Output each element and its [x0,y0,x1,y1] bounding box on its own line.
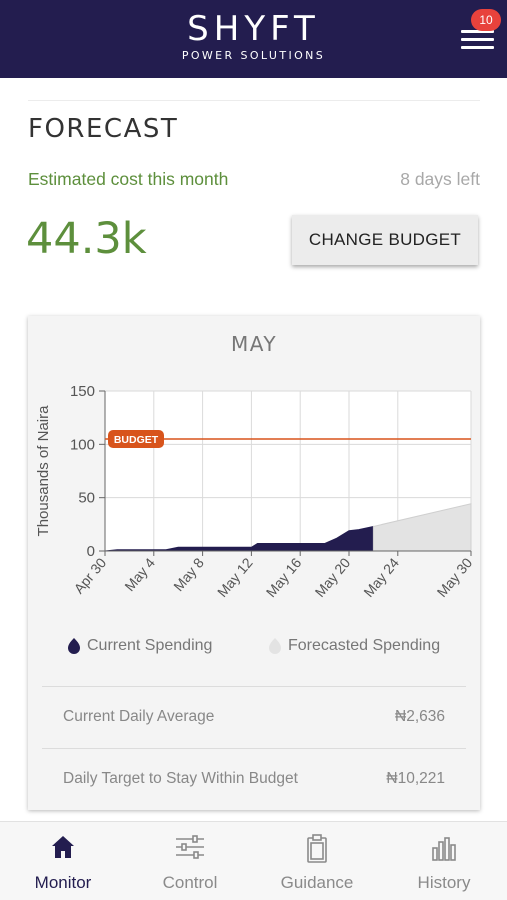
chart-title: MAY [230,332,278,356]
x-tick-label: Apr 30 [71,554,110,596]
logo: SHYFT POWER SOLUTIONS [0,12,507,62]
budget-label-bg [108,430,164,448]
x-tick-label: May 30 [434,554,476,600]
nav-label: Guidance [280,873,354,892]
legend-current: Current Spending [68,637,212,655]
app-header: SHYFT POWER SOLUTIONS 10 [0,0,507,78]
change-budget-button[interactable]: CHANGE BUDGET [292,215,478,265]
estimated-cost-value: 44.3k [26,214,147,264]
y-axis-label: Thousands of Naira [35,405,52,537]
nav-item-monitor[interactable]: Monitor [0,822,126,900]
legend-forecast: Forecasted Spending [269,637,440,655]
divider [28,100,480,101]
menu-button[interactable] [461,22,495,52]
x-tick-label: May 8 [170,554,207,594]
legend-forecast-label: Forecasted Spending [288,637,441,654]
x-tick-label: May 4 [121,554,158,594]
stat-row-daily-target: Daily Target to Stay Within Budget ₦10,2… [42,748,466,810]
stat-value: ₦10,221 [386,770,445,787]
nav-label: Control [162,873,218,892]
notification-badge[interactable]: 10 [471,9,501,31]
nav-item-history[interactable]: History [381,822,507,900]
hamburger-menu-icon-bar [461,38,494,41]
stat-label: Current Daily Average [63,708,215,725]
nav-label: History [417,873,471,892]
stat-label: Daily Target to Stay Within Budget [63,770,298,787]
nav-item-control[interactable]: Control [127,822,253,900]
nav-item-guidance[interactable]: Guidance [254,822,380,900]
bar-chart-icon [432,837,456,861]
pin-icon [269,638,281,654]
nav-label: Monitor [34,873,92,892]
estimated-cost-label: Estimated cost this month [28,169,229,189]
stat-value: ₦2,636 [395,708,445,725]
page-title: FORECAST [28,114,179,144]
days-left-text: 8 days left [400,169,480,189]
pin-icon [68,638,80,654]
forecast-card: MAY BUDGET 0 50 100 150 Apr 30 May 4 May 8 May … [28,316,480,810]
x-tick-label: May 12 [214,554,256,600]
y-tick-label: 50 [78,490,95,507]
x-tick-label: May 24 [360,554,402,600]
legend-current-label: Current Spending [87,637,213,654]
home-icon [52,836,74,858]
hamburger-menu-icon-bar [461,46,494,49]
logo-main-text: SHYFT [187,9,320,49]
sliders-icon [176,835,204,859]
x-tick-label: May 20 [312,554,354,600]
logo-sub-text: POWER SOLUTIONS [181,49,326,62]
y-tick-label: 100 [70,436,95,453]
clipboard-icon [307,834,327,863]
stat-row-daily-average: Current Daily Average ₦2,636 [42,686,466,748]
hamburger-menu-icon [461,30,494,33]
bottom-nav: Monitor Control Guidance History [0,821,507,900]
y-tick-label: 0 [87,543,95,560]
budget-label: BUDGET [114,434,159,446]
x-tick-label: May 16 [263,554,305,600]
y-tick-label: 150 [70,383,95,400]
